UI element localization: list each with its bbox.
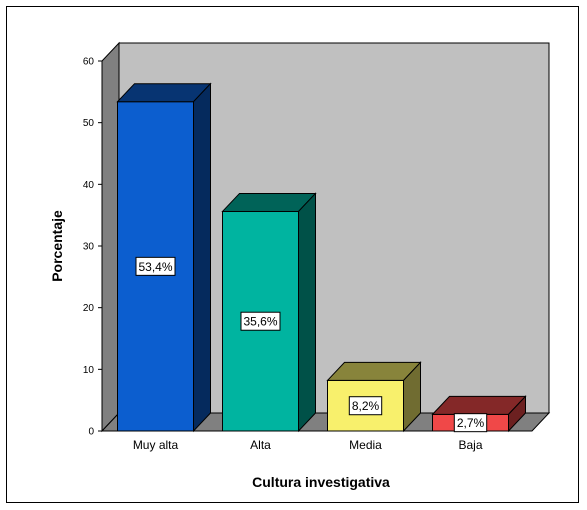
data-label-box — [240, 311, 281, 331]
data-label: 35,6% — [243, 315, 277, 329]
left-wall — [101, 41, 120, 433]
data-label: 2,7% — [457, 416, 485, 430]
bar-side — [508, 395, 526, 433]
data-label: 8,2% — [352, 399, 380, 413]
x-tick-label: Muy alta — [133, 438, 179, 452]
y-tick-label: 30 — [83, 242, 95, 253]
y-axis-title: Porcentaje — [49, 210, 65, 282]
bars: 53,4% 35,6% 8,2% 2,7% — [116, 82, 527, 433]
bar-side — [298, 192, 316, 433]
bar-side — [403, 361, 421, 433]
y-axis: 0 10 20 30 40 50 60 — [83, 57, 103, 438]
x-axis-title: Cultura investigativa — [252, 474, 390, 490]
bar: 2,7% — [431, 395, 527, 433]
data-label-box — [348, 396, 383, 416]
data-label: 53,4% — [138, 260, 172, 274]
data-label-box — [453, 413, 488, 433]
bar: 35,6% — [221, 192, 317, 433]
y-tick-label: 20 — [83, 303, 95, 314]
x-tick-label: Baja — [458, 438, 482, 452]
bar: 8,2% — [326, 361, 422, 433]
x-tick-label: Alta — [250, 438, 271, 452]
y-tick-label: 60 — [83, 57, 95, 68]
x-tick-label: Media — [349, 438, 382, 452]
y-tick-label: 50 — [83, 118, 95, 129]
y-tick-label: 0 — [88, 427, 94, 438]
data-label-box — [135, 256, 176, 276]
x-axis: Muy alta Alta Media Baja — [133, 438, 483, 452]
bar: 53,4% — [116, 82, 212, 433]
y-tick-label: 10 — [83, 365, 95, 376]
bar-side — [193, 82, 211, 433]
y-tick-label: 40 — [83, 180, 95, 191]
